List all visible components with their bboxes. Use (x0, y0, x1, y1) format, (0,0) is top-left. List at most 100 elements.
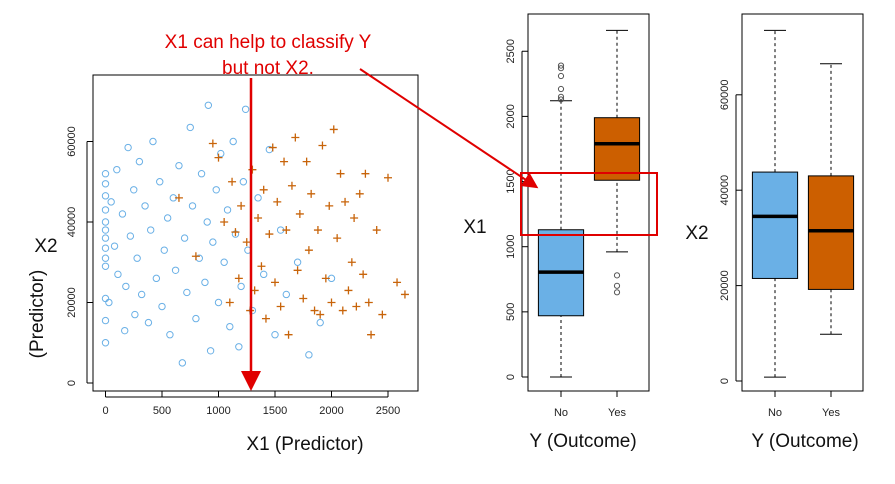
no-point (217, 149, 225, 158)
no-point (131, 310, 139, 319)
y-tick-label: 60000 (719, 80, 731, 111)
y-tick-label: 20000 (719, 270, 731, 301)
no-point (271, 331, 279, 339)
y-tick-label: 1000 (505, 234, 517, 258)
annotation: X1 can help to classify Y but not X2. (165, 32, 658, 391)
no-point (110, 242, 119, 250)
y-tick-label: 20000 (66, 287, 78, 318)
x-tick-label: No (554, 407, 568, 419)
no-point (229, 137, 237, 146)
yes-point (287, 181, 296, 190)
no-point (101, 170, 110, 178)
yes-point (321, 274, 330, 283)
no-point (158, 302, 166, 311)
x-tick-label: 1500 (263, 405, 287, 417)
yes-point (276, 302, 285, 311)
no-point (101, 192, 110, 200)
no-point (124, 143, 132, 152)
no-point (175, 161, 183, 170)
no-point (101, 244, 110, 252)
scatter-x-axis: 0 500 1000 1500 2000 2500 (102, 391, 400, 417)
yes-point (359, 270, 368, 279)
yes-point (220, 218, 229, 226)
no-point (118, 210, 127, 218)
scatter-plot: 0 500 1000 1500 2000 2500 0 20000 40000 60000 X1… (27, 74, 419, 455)
no-point (223, 206, 232, 214)
yes-point (293, 266, 302, 275)
yes-point (333, 234, 342, 243)
yes-point (191, 252, 200, 261)
x-tick-label: 0 (102, 405, 108, 417)
no-point (282, 290, 290, 299)
yes-point (384, 173, 392, 182)
yes-point (295, 209, 304, 218)
no-point (101, 180, 110, 188)
no-point (163, 214, 172, 222)
annotation-line-2: but not X2. (222, 58, 314, 79)
no-point (241, 105, 250, 114)
no-point (183, 288, 191, 297)
no-point (235, 343, 243, 351)
no-point (316, 318, 324, 327)
no-point (305, 351, 313, 359)
scatter-y-label: X2 (34, 236, 57, 257)
y-tick-label: 1500 (505, 169, 517, 193)
yes-point (302, 157, 311, 166)
no-point (133, 254, 141, 262)
yes-point (336, 169, 345, 178)
no-point (212, 186, 220, 194)
no-point (101, 339, 110, 347)
no-point (101, 226, 110, 234)
outlier-point (557, 96, 565, 103)
overlap-highlight-box (520, 172, 658, 236)
no-point (188, 202, 197, 210)
yes-point (214, 153, 223, 162)
yes-point (268, 143, 277, 152)
no-point (220, 258, 228, 266)
no-point (254, 194, 262, 202)
x-tick-label: Yes (608, 407, 626, 419)
scatter-points (101, 101, 409, 367)
y-tick-label: 2000 (505, 104, 517, 128)
boxplot-x1-y-label: X1 (463, 217, 486, 238)
no-point (121, 326, 129, 335)
y-tick-label: 0 (719, 378, 731, 384)
no-point (135, 157, 144, 166)
yes-point (228, 177, 237, 186)
outlier-point (557, 62, 565, 69)
yes-point (313, 226, 322, 235)
outlier-point (557, 72, 565, 80)
yes-point (254, 213, 263, 222)
yes-point (364, 298, 373, 307)
no-point (147, 226, 155, 234)
yes-point (248, 165, 257, 174)
no-point (105, 298, 113, 307)
no-point (130, 186, 138, 194)
yes-point (393, 278, 402, 287)
yes-point (284, 330, 293, 339)
yes-point (273, 197, 282, 206)
yes-point (325, 201, 334, 210)
outlier-point (557, 65, 565, 72)
no-point (178, 359, 187, 367)
no-point (101, 262, 110, 270)
yes-point (378, 310, 387, 319)
yes-point (271, 278, 279, 287)
yes-point (261, 314, 270, 323)
yes-point (316, 310, 325, 319)
yes-point (280, 157, 289, 166)
yes-point (282, 226, 291, 235)
yes-point (344, 286, 353, 295)
no-point (166, 331, 174, 339)
no-point (293, 258, 302, 266)
yes-point (237, 201, 246, 210)
outlier-point (613, 272, 621, 279)
scatter-y-label-sub: (Predictor) (27, 270, 48, 359)
boxplot-x1-x-label: Y (Outcome) (529, 431, 636, 452)
no-point (107, 198, 115, 206)
no-point (101, 294, 110, 303)
y-tick-label: 40000 (719, 175, 731, 206)
y-tick-label: 0 (66, 380, 78, 386)
yes-point (361, 169, 370, 178)
no-point (122, 282, 130, 291)
